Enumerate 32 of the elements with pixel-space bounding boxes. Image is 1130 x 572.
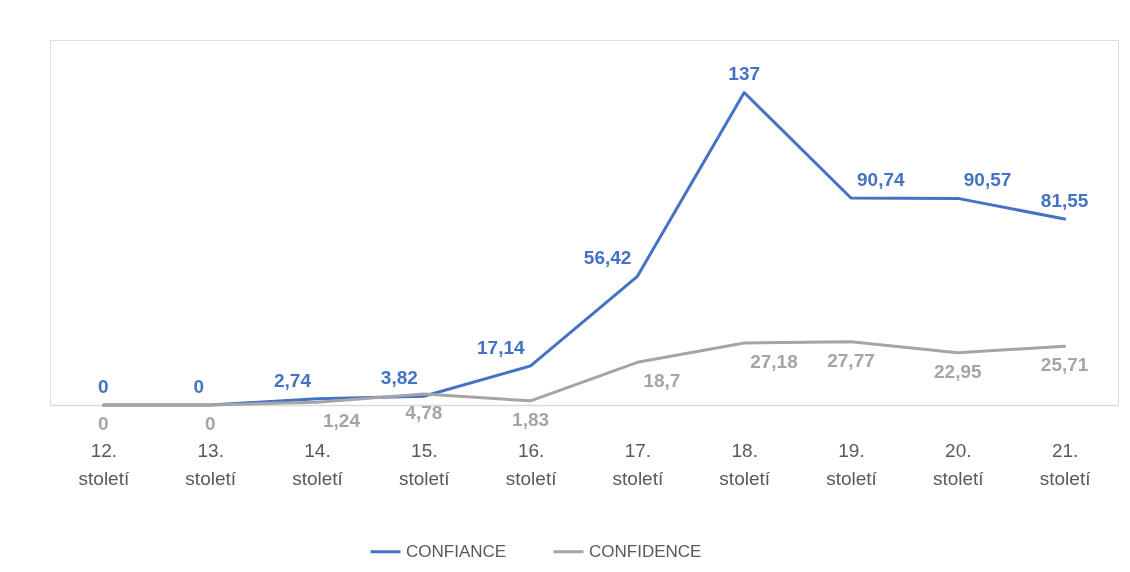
x-tick-label: 16. století [505, 439, 558, 489]
data-label: 17,14 [477, 336, 526, 358]
data-label: 4,78 [405, 402, 443, 424]
x-tick-label: 17. století [612, 439, 664, 489]
data-label: 27,18 [750, 351, 798, 372]
data-label: 0 [204, 413, 216, 434]
data-label: 22,95 [934, 360, 983, 382]
data-label: 0 [98, 376, 109, 397]
x-tick-label: 19. století [826, 439, 878, 489]
data-label: 90,74 [857, 169, 905, 190]
legend-label: CONFIDENCE [589, 541, 702, 561]
data-label: 3,82 [380, 367, 418, 389]
data-label: 0 [193, 376, 205, 397]
x-tick-label: 14. století [292, 439, 344, 489]
x-tick-label: 21. století [1039, 439, 1092, 489]
data-label: 1,24 [323, 410, 361, 432]
data-label: 1,83 [512, 408, 550, 430]
data-label: 56,42 [583, 247, 632, 269]
data-label: 0 [98, 413, 109, 434]
data-label: 81,55 [1040, 189, 1089, 211]
data-label: 27,77 [827, 349, 875, 371]
legend-label: CONFIANCE [406, 541, 507, 561]
x-tick-label: 18. století [719, 439, 771, 489]
data-label: 18,7 [643, 370, 681, 392]
data-label: 90,57 [963, 169, 1012, 191]
data-label: 2,74 [274, 369, 312, 391]
x-tick-label: 15. století [398, 439, 451, 489]
x-tick-label: 13. století [185, 439, 237, 489]
x-tick-label: 12. století [78, 439, 130, 489]
x-tick-label: 20. století [932, 439, 985, 489]
data-label: 25,71 [1040, 354, 1089, 376]
data-label: 137 [728, 63, 761, 85]
